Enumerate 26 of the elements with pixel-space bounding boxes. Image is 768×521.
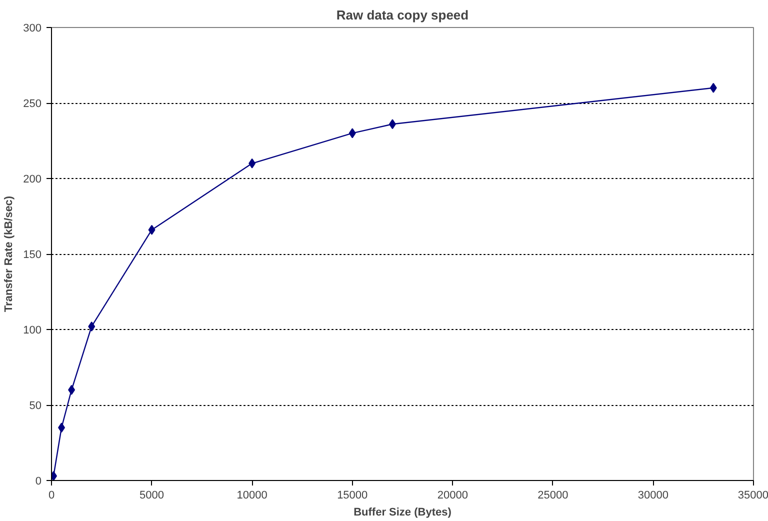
point: [58, 422, 66, 433]
point: [710, 82, 717, 93]
y-tick-label: 200: [23, 174, 42, 186]
x-tick-label: 25000: [538, 490, 568, 502]
y-tick-label: 0: [35, 476, 42, 488]
x-tick-label: 20000: [437, 490, 468, 502]
x-tick-label: 0: [48, 490, 55, 502]
point: [348, 128, 356, 138]
x-tick-label: 35000: [738, 490, 768, 502]
y-tick-label: 300: [23, 22, 42, 34]
y-axis-title: Transfer Rate (kB/sec): [3, 196, 16, 312]
chart-title: Raw data copy speed: [336, 8, 469, 22]
point: [248, 158, 256, 168]
point: [148, 224, 156, 235]
x-tick-label: 5000: [140, 490, 164, 502]
x-tick-label: 30000: [638, 490, 669, 502]
y-tick-label: 250: [23, 98, 42, 110]
point: [388, 119, 396, 130]
y-tick-label: 150: [23, 249, 42, 261]
y-tick-label: 100: [23, 324, 42, 336]
x-tick-label: 10000: [236, 490, 268, 502]
x-axis-title: Buffer Size (Bytes): [354, 506, 452, 518]
y-tick-label: 50: [29, 400, 42, 412]
point: [88, 321, 96, 332]
point: [68, 384, 76, 395]
x-tick-label: 15000: [337, 490, 368, 502]
